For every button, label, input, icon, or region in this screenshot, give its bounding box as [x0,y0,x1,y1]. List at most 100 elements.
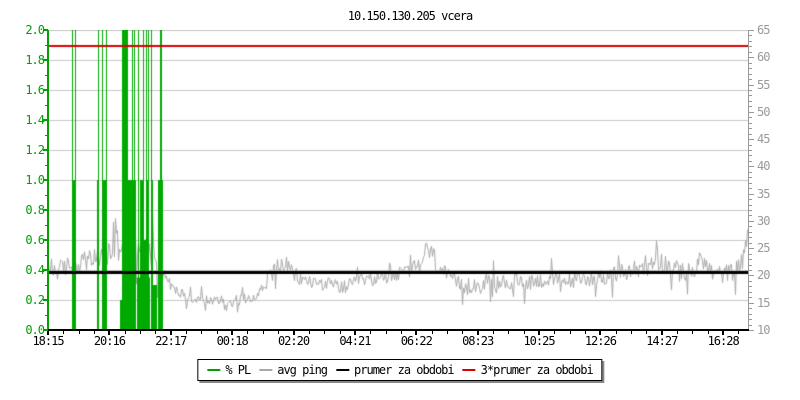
y-left-tick [43,209,48,211]
3x-prumer-line-swatch-icon [462,369,476,371]
x-minor-tick [631,331,633,334]
y-right-minor-tick [749,51,752,53]
legend-item-avg-ping: avg ping [259,363,328,377]
x-tick [660,331,663,335]
y-right-minor-tick [749,253,752,255]
x-minor-tick [370,331,372,334]
y-right-minor-tick [749,150,752,151]
y-right-minor-tick [749,160,752,162]
y-left-minor-tick [45,315,48,316]
y-right-minor-tick [749,204,752,206]
y-left-tick [43,299,48,301]
y-left-minor-tick [45,165,48,166]
x-tick [353,331,356,335]
y-right-minor-tick [749,210,752,211]
x-minor-tick [508,331,510,334]
y-left-tick [43,119,48,121]
y-right-minor-tick [749,133,752,135]
x-tick-label: 22:17 [155,334,187,348]
y-right-minor-tick [749,68,752,70]
y-left-axis-line [47,30,49,331]
y-right-minor-tick [749,291,752,293]
y-right-tick-label: 45 [757,132,770,147]
x-tick [169,331,172,335]
y-right-minor-tick [749,155,752,157]
y-right-tick-label: 65 [757,23,770,37]
y-right-minor-tick [749,35,752,37]
y-left-minor-tick [45,195,48,196]
x-tick-label: 16:28 [707,334,740,348]
x-tick [415,331,418,335]
y-right-minor-tick [749,144,752,146]
y-right-minor-tick [749,62,752,64]
y-left-tick-label: 1.2 [25,143,45,157]
y-right-tick-label: 50 [757,104,770,119]
y-right-minor-tick [749,308,752,310]
plot-canvas [48,30,748,330]
y-left-minor-tick [45,45,48,46]
legend-label-prumer: prumer za obdobi [354,363,455,377]
y-right-minor-tick [749,215,752,217]
x-minor-tick [554,331,556,334]
x-minor-tick [262,331,264,334]
x-tick [722,331,725,335]
y-right-tick-label: 30 [757,213,770,228]
x-tick-label: 14:27 [646,334,678,348]
x-minor-tick [155,331,157,334]
y-left-tick-label: 0.0 [25,323,45,337]
y-right-tick-label: 15 [757,295,770,310]
y-right-minor-tick [749,313,752,315]
y-right-tick [749,330,754,331]
x-minor-tick [585,331,587,334]
x-minor-tick [201,331,203,334]
x-tick [599,331,602,335]
y-left-minor-tick [45,285,48,286]
x-tick-label: 18:15 [32,334,64,348]
x-minor-tick [523,331,525,334]
x-tick-label: 02:20 [277,334,310,348]
y-right-minor-tick [749,117,752,119]
x-tick [538,331,540,335]
y-right-minor-tick [749,182,752,184]
x-tick [47,331,49,335]
x-tick [231,331,234,335]
y-left-tick-label: 0.2 [25,293,45,307]
x-minor-tick [247,331,249,334]
y-left-tick [43,59,48,61]
x-minor-tick [492,331,494,334]
legend-item-3x-prumer: 3*prumer za obdobi [462,363,594,377]
y-right-tick-label: 25 [757,241,770,256]
y-left-tick-label: 1.0 [25,173,45,187]
y-left-tick [43,329,48,331]
y-right-minor-tick [749,171,752,173]
y-right-minor-tick [749,177,752,179]
y-right-minor-tick [749,259,752,261]
x-minor-tick [385,331,387,334]
y-right-minor-tick [749,46,752,48]
y-right-minor-tick [749,199,752,201]
y-right-tick-label: 40 [757,159,770,174]
y-right-minor-tick [749,319,752,321]
x-tick-label: 00:18 [216,334,249,348]
y-right-minor-tick [749,286,752,288]
y-left-tick-label: 0.4 [25,263,45,277]
y-left-tick-label: 1.4 [25,113,45,127]
legend-box: % PL avg ping prumer za obdobi 3*prumer … [197,359,603,381]
x-tick-label: 12:26 [584,334,617,348]
x-minor-tick [339,331,341,334]
x-minor-tick [431,331,433,334]
y-left-minor-tick [45,225,48,226]
y-right-tick [749,275,754,277]
x-minor-tick [94,331,96,334]
y-right-tick [749,248,754,250]
y-left-minor-tick [45,135,48,136]
y-left-minor-tick [45,105,48,106]
x-tick-label: 10:25 [523,334,555,348]
y-right-tick [749,166,754,168]
y-left-minor-tick [45,75,48,76]
y-left-tick-label: 1.8 [25,53,45,67]
y-left-minor-tick [45,255,48,256]
y-right-tick [749,111,754,113]
y-right-tick-label: 35 [757,186,770,201]
y-right-minor-tick [749,128,752,130]
